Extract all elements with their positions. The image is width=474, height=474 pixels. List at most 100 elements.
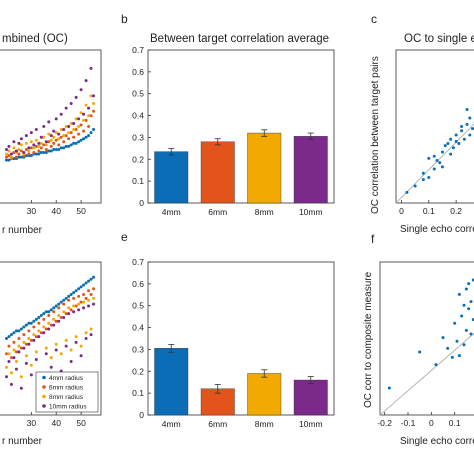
point-4mm-3 (12, 331, 16, 335)
point-10mm-26 (69, 359, 73, 363)
point-8mm-24 (64, 338, 68, 342)
point-18 (468, 116, 472, 120)
point-6mm-26 (69, 308, 73, 312)
y-tick-label: 0.2 (132, 366, 144, 376)
x-tick-label: 0.1 (423, 206, 435, 216)
point-8mm-9 (27, 337, 31, 340)
point-10mm-33 (87, 106, 91, 110)
point-8mm-21 (57, 314, 61, 318)
point-6mm-28 (74, 304, 78, 308)
point-6mm-8 (24, 147, 28, 151)
point-10 (460, 314, 464, 318)
point-4mm-9 (27, 321, 31, 325)
point-6mm-35 (92, 109, 96, 113)
point-10 (449, 137, 453, 141)
point-4mm-12 (34, 317, 38, 321)
point-10mm-6 (19, 386, 23, 390)
point-6mm-18 (49, 144, 53, 148)
point-10mm-31 (82, 112, 86, 116)
point-10mm-23 (62, 315, 66, 319)
point-6mm-23 (62, 140, 66, 144)
point-8mm-14 (39, 141, 43, 145)
point-4mm-5 (17, 329, 21, 333)
point-6mm-30 (79, 300, 83, 304)
point-6mm-4 (14, 350, 18, 354)
panel-a-top: mbined (OC) 30 40 50 r number (0, 33, 102, 236)
point-6mm-0 (4, 155, 8, 159)
point-15 (462, 137, 466, 141)
point-6mm-24 (64, 134, 68, 138)
point-10mm-34 (89, 66, 93, 70)
point-6mm-9 (27, 152, 31, 156)
point-6mm-19 (52, 310, 56, 314)
point-10mm-23 (62, 128, 66, 132)
point-6mm-13 (37, 149, 41, 153)
point-12 (462, 343, 466, 347)
point-8mm-5 (17, 147, 21, 151)
point-8mm-9 (27, 149, 31, 153)
point-4mm-3 (12, 157, 16, 161)
panel-f-points (387, 278, 474, 390)
point-11 (462, 303, 466, 307)
point-8mm-23 (62, 134, 66, 138)
point-13 (457, 142, 461, 145)
point-8mm-25 (67, 131, 71, 135)
point-10mm-15 (42, 125, 46, 128)
point-10mm-16 (44, 352, 48, 356)
panel-f-frame (379, 261, 474, 416)
point-4mm-20 (54, 147, 58, 151)
point-8mm-12 (34, 350, 38, 354)
point-10mm-2 (9, 152, 13, 156)
point-4mm-12 (34, 152, 38, 156)
bar-4mm (154, 348, 189, 416)
point-5 (450, 355, 454, 359)
point-4mm-24 (64, 144, 68, 148)
point-11 (451, 146, 455, 150)
point-8mm-11 (32, 333, 36, 337)
point-6mm-32 (84, 118, 88, 122)
category-label-6mm: 6mm (208, 207, 227, 217)
point-10mm-5 (17, 141, 21, 145)
point-6mm-12 (34, 144, 38, 148)
point-4mm-19 (52, 147, 56, 151)
point-10mm-7 (22, 151, 26, 155)
point-10mm-4 (14, 367, 18, 371)
point-8mm-17 (47, 321, 51, 325)
point-8mm-2 (9, 155, 13, 159)
panel-c-x-ticks: 0 0.1 0.2 (399, 200, 462, 216)
point-10mm-12 (34, 128, 38, 132)
bar-8mm (247, 373, 282, 416)
point-6mm-21 (57, 306, 61, 310)
bar-10mm (293, 379, 328, 416)
panel-b: b Between target correlation average 0 0.… (121, 12, 335, 217)
point-4mm-10 (29, 154, 33, 158)
point-3 (441, 336, 445, 340)
point-6mm-34 (89, 114, 93, 118)
point-6mm-6 (19, 149, 23, 153)
point-4mm-18 (49, 308, 53, 312)
point-10mm-25 (67, 125, 71, 128)
point-8mm-35 (92, 102, 96, 106)
point-16 (467, 282, 471, 286)
point-6mm-22 (59, 135, 63, 139)
point-6mm-26 (69, 131, 73, 135)
point-4mm-26 (69, 293, 73, 297)
point-4mm-33 (87, 279, 91, 283)
point-6mm-6 (19, 346, 23, 350)
x-tick-label: 0 (429, 418, 434, 428)
point-4mm-11 (32, 319, 36, 323)
point-10mm-6 (19, 137, 23, 141)
point-4mm-34 (89, 277, 93, 281)
point-6mm-11 (32, 151, 36, 155)
point-8mm-21 (57, 137, 61, 141)
point-6mm-30 (79, 123, 83, 127)
point-6mm-17 (47, 314, 51, 318)
point-8mm-19 (52, 317, 56, 321)
point-10mm-30 (79, 88, 83, 92)
point-4mm-24 (64, 296, 68, 300)
point-4mm-28 (74, 141, 78, 145)
point-6 (438, 161, 442, 165)
point-6mm-8 (24, 342, 28, 346)
x-tick-label: -0.1 (401, 418, 416, 428)
panel-e-bars (154, 344, 328, 416)
